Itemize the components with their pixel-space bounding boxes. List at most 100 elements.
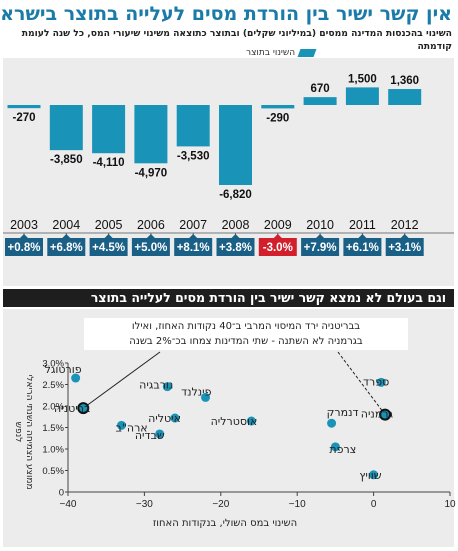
annotation-line-1: בבריטניה ירד המיסוי המרבי ב־40 נקודות הא… <box>131 321 361 332</box>
bar-value-label: -3,530 <box>177 150 210 162</box>
scatter-point-label: גרמניה <box>361 408 394 421</box>
scatter-point <box>155 429 165 439</box>
scatter-point <box>71 373 81 383</box>
scatter-y-axis-label: ממוצע הצמיחה השנתי הריאלי לנפש <box>13 374 34 490</box>
year-label: 2003 <box>10 218 38 232</box>
bar-value-label: -3,850 <box>50 154 83 166</box>
gdp-badge-label: +6.8% <box>50 242 83 254</box>
scatter-point <box>116 420 126 430</box>
scatter-x-axis-label: השינוי במס השולי, בנקודות האחוז <box>152 518 298 529</box>
bar-value-label: 1,500 <box>348 73 377 85</box>
bar-value-label: 670 <box>311 83 330 95</box>
scatter-x-tick-label: −20 <box>212 499 229 510</box>
scatter-y-tick-label: 2.5% <box>42 380 64 391</box>
year-label: 2009 <box>264 218 292 232</box>
gdp-badge-pointer <box>104 234 113 238</box>
year-label: 2004 <box>52 218 80 232</box>
gdp-badge-pointer <box>62 234 71 238</box>
scatter-y-tick-label: 2.0% <box>42 402 64 413</box>
scatter-point <box>170 413 180 423</box>
annotation-leader-de <box>337 351 386 415</box>
scatter-point <box>330 442 340 452</box>
scatter-point-label: פינלנד <box>181 385 212 398</box>
year-label: 2011 <box>349 218 376 232</box>
scatter-point-label: פורטוגל <box>45 363 82 376</box>
gdp-badge <box>174 238 213 256</box>
scatter-point-label: ספרד <box>363 375 389 388</box>
scatter-point <box>369 470 379 480</box>
scatter-point <box>376 377 386 387</box>
scatter-point-label: אוסטרליה <box>211 415 258 428</box>
annotation-leader-uk <box>82 351 161 409</box>
bar <box>134 105 168 164</box>
bar <box>388 89 422 105</box>
gdp-badge-pointer <box>146 234 155 238</box>
legend: השינוי בתוצר <box>246 47 317 59</box>
gdp-badge-label: +5.0% <box>134 242 167 254</box>
bar-value-label: -4,110 <box>93 157 125 169</box>
bar <box>219 105 252 185</box>
gdp-badge-pointer <box>189 234 198 238</box>
gdp-badge-pointer <box>316 234 325 238</box>
bar <box>92 105 126 154</box>
scatter-x-tick-label: 10 <box>444 499 456 510</box>
scatter-point-label: נורבגיה <box>139 379 173 392</box>
gdp-badge <box>343 238 382 256</box>
gdp-badge <box>5 238 43 256</box>
gdp-badge-pointer <box>20 234 28 238</box>
year-label: 2007 <box>179 218 207 232</box>
section-banner: וגם בעולם לא נמצא קשר ישיר בין הורדת מסי… <box>3 289 454 307</box>
scatter-point-label: דנמרק <box>327 406 359 419</box>
scatter-point-label: צרפת <box>329 443 356 456</box>
scatter-point <box>327 418 337 428</box>
bar-value-label: 1,360 <box>390 75 419 87</box>
annotation-line-2: בגרמניה לא השתנה - שתי המדינות צמחו בכ־2… <box>129 336 363 347</box>
scatter-point <box>201 392 211 402</box>
gdp-badge-label: +6.1% <box>346 242 379 254</box>
scatter-point-label: בריטניה <box>54 402 90 415</box>
bar <box>176 105 210 147</box>
bar-value-label: -4,970 <box>135 167 168 179</box>
scatter-x-tick-label: 0 <box>371 499 377 510</box>
gdp-badge <box>47 238 86 256</box>
year-label: 2012 <box>391 218 419 232</box>
scatter-point-highlight <box>379 408 392 421</box>
scatter-point-label: ארה"ב <box>115 421 147 434</box>
bar <box>261 105 295 109</box>
scatter-x-tick-label: −10 <box>289 499 306 510</box>
annotation-box: בבריטניה ירד המיסוי המרבי ב־40 נקודות הא… <box>84 318 408 350</box>
scatter-y-tick-label: 1.5% <box>42 423 64 434</box>
gdp-badge-label: +8.1% <box>177 242 210 254</box>
year-label: 2005 <box>95 218 123 232</box>
scatter-y-tick-label: 0 <box>59 488 64 499</box>
chart-title: אין קשר ישיר בין הורדת מסים לעלייה בתוצר… <box>0 3 452 25</box>
gdp-badge-label: +7.9% <box>304 242 337 254</box>
scatter-point-label: שוויץ <box>359 469 381 482</box>
gdp-badge-label: +3.8% <box>219 242 252 254</box>
bar <box>345 87 379 105</box>
gdp-badge <box>216 238 255 256</box>
gdp-badge-label: +3.1% <box>388 242 421 254</box>
scatter-y-tick-label: 0.5% <box>42 466 64 477</box>
gdp-badge <box>301 238 340 256</box>
scatter-x-tick-label: −30 <box>136 499 153 510</box>
bar <box>7 105 41 109</box>
gdp-badge-label: +4.5% <box>92 242 125 254</box>
gdp-badge <box>385 238 424 256</box>
gdp-badge-label: -3.0% <box>263 242 293 254</box>
bar-value-label: -6,820 <box>219 189 252 201</box>
gdp-badge-pointer <box>358 234 367 238</box>
bar-value-label: -270 <box>12 112 35 124</box>
gdp-badge <box>258 238 297 256</box>
year-label: 2008 <box>222 218 250 232</box>
scatter-x-tick-label: −40 <box>60 499 77 510</box>
gdp-badge-pointer <box>400 234 409 238</box>
legend-label: השינוי בתוצר <box>246 48 296 58</box>
bar <box>49 105 83 151</box>
scatter-point-highlight <box>77 402 90 415</box>
scatter-y-tick-label: 1.0% <box>42 445 64 456</box>
scatter-point-label: איטליה <box>148 412 181 425</box>
banner-text: וגם בעולם לא נמצא קשר ישיר בין הורדת מסי… <box>90 290 446 305</box>
gdp-badge-label: +0.8% <box>8 242 41 254</box>
